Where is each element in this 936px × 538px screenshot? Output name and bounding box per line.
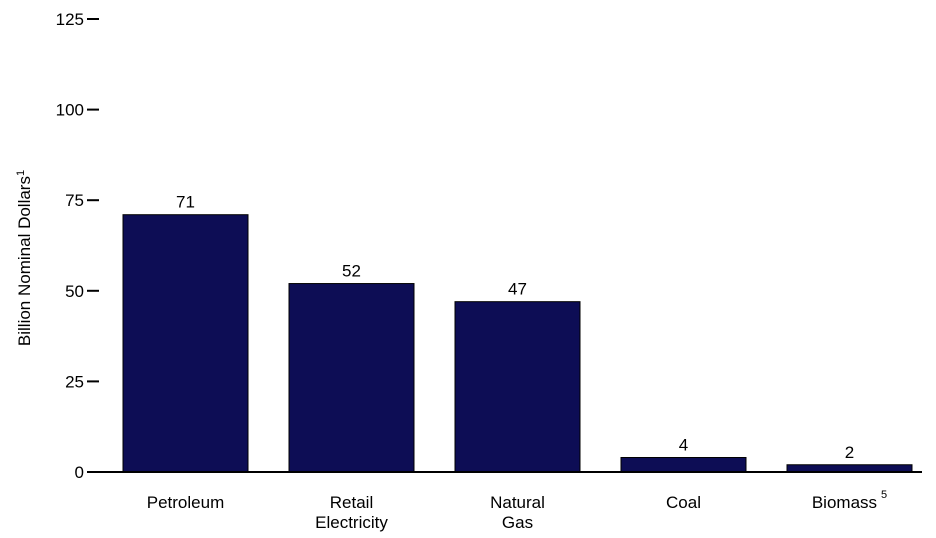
y-axis-label-group: Billion Nominal Dollars1 [15,170,34,346]
bar-value-label: 4 [679,436,688,455]
y-tick-label: 75 [65,191,84,210]
y-tick-label: 125 [56,10,84,29]
x-tick-label: Natural Gas [490,493,545,532]
bar [288,283,415,473]
x-tick-label-line: Biomass [812,493,877,512]
x-tick-label-line: Retail [330,493,373,512]
bar-value-label: 47 [508,280,527,299]
bar-value-label: 2 [845,443,854,462]
x-tick-label-line: Natural [490,493,545,512]
x-tick-label: Retail Electricity [315,493,388,532]
x-tick-label-line: Petroleum [147,493,224,512]
y-axis: 0 25 50 75 100 125 [56,10,99,482]
x-tick-label-superscript: 5 [881,489,887,501]
y-tick-label: 100 [56,101,84,120]
y-tick-label: 50 [65,282,84,301]
bar [454,301,581,473]
x-tick-label-line: Coal [666,493,701,512]
x-axis: Petroleum Retail Electricity Natural Gas Coal… [95,471,922,532]
bar [122,214,249,473]
y-axis-label-text: Billion Nominal Dollars [15,176,34,346]
x-tick-label: Coal [666,493,701,512]
x-tick-label: Biomass 5 [812,489,887,512]
x-tick-label: Petroleum [147,493,224,512]
y-tick-label: 0 [75,463,84,482]
y-tick-label: 25 [65,372,84,391]
y-axis-label-superscript: 1 [15,170,27,176]
y-axis-label: Billion Nominal Dollars1 [15,170,34,346]
bar [786,464,913,473]
x-tick-label-line: Gas [502,513,533,532]
bar-value-label: 71 [176,193,195,212]
x-tick-label-line: Electricity [315,513,388,532]
bar [620,457,747,473]
bar-value-label: 52 [342,262,361,281]
